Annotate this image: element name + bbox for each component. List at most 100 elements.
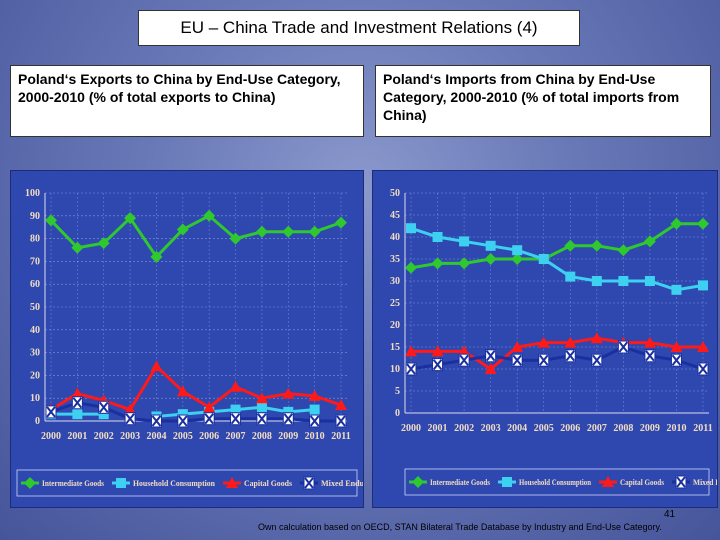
data-point: [230, 412, 242, 426]
data-point: [618, 276, 629, 286]
data-point: [432, 232, 443, 242]
data-point: [256, 412, 268, 426]
data-point: [335, 414, 347, 428]
series-intermediate-goods: [405, 217, 709, 274]
data-point: [98, 409, 109, 420]
x-tick-label: 2005: [173, 431, 193, 442]
x-tick-label: 2004: [146, 431, 166, 442]
data-point: [177, 409, 188, 420]
x-tick-label: 2006: [560, 423, 580, 434]
x-tick-label: 2003: [481, 423, 501, 434]
legend-label: Household Consumption: [519, 477, 591, 487]
data-point: [230, 404, 241, 415]
y-tick-label: 0: [395, 408, 400, 419]
data-point: [458, 353, 470, 367]
x-tick-label: 2001: [67, 431, 87, 442]
data-point: [564, 349, 576, 363]
data-point: [405, 345, 417, 357]
x-tick-label: 2003: [120, 431, 140, 442]
x-tick-label: 2007: [587, 423, 607, 434]
data-point: [670, 353, 682, 367]
data-point: [283, 406, 294, 417]
data-point: [45, 214, 57, 227]
series-household-consumption: [406, 223, 708, 295]
right-panel-title: Poland‘s Imports from China by End-Use C…: [375, 65, 711, 137]
data-point: [538, 254, 549, 264]
data-point: [617, 340, 629, 354]
data-point: [537, 336, 550, 348]
legend-box: [16, 469, 358, 497]
series-intermediate-goods: [45, 209, 347, 263]
legend-marker: [116, 478, 126, 488]
x-tick-label: 2007: [226, 431, 246, 442]
data-point: [644, 276, 655, 286]
data-point: [309, 404, 320, 415]
data-point: [71, 387, 84, 399]
x-tick-label: 2000: [401, 423, 421, 434]
series-line: [411, 336, 703, 371]
x-tick-label: 2002: [454, 423, 474, 434]
data-point: [203, 401, 216, 413]
legend-marker: [24, 477, 36, 489]
x-tick-label: 2008: [613, 423, 633, 434]
legend-marker: [412, 476, 424, 488]
x-tick-label: 2000: [41, 431, 61, 442]
x-tick-label: 2002: [94, 431, 114, 442]
y-tick-label: 15: [390, 342, 400, 353]
data-point: [484, 253, 497, 265]
data-point: [124, 412, 136, 426]
data-point: [511, 353, 523, 367]
legend-label: Mixed Enduse: [693, 477, 717, 487]
legend-label: Intermediate Goods: [42, 478, 105, 488]
data-point: [308, 389, 321, 401]
data-point: [282, 387, 295, 399]
y-tick-label: 35: [390, 254, 400, 265]
legend-marker: [602, 476, 614, 487]
data-point: [564, 239, 577, 252]
x-tick-label: 2009: [278, 431, 298, 442]
y-tick-label: 10: [390, 364, 400, 375]
x-tick-label: 2001: [428, 423, 448, 434]
imports-chart: 0 5 10 15 20 25 30 35 40 45 50 2000 2001 2002 2003 2004…: [372, 170, 718, 508]
data-point: [564, 336, 577, 348]
data-point: [309, 414, 321, 428]
data-point: [485, 349, 497, 363]
data-point: [176, 385, 189, 397]
data-point: [670, 341, 683, 352]
data-point: [485, 240, 496, 251]
data-point: [697, 362, 709, 376]
data-point: [431, 257, 444, 270]
left-panel-title: Poland‘s Exports to China by End-Use Cat…: [10, 65, 364, 137]
series-line: [410, 222, 703, 270]
y-tick-label: 100: [25, 188, 40, 199]
y-tick-label: 70: [30, 256, 40, 267]
x-tick-label: 2010: [305, 431, 325, 442]
data-point: [484, 363, 497, 374]
data-point: [255, 392, 268, 404]
data-point: [538, 353, 550, 367]
y-tick-label: 45: [390, 210, 400, 221]
data-point: [150, 414, 162, 428]
x-tick-label: 2008: [252, 431, 272, 442]
legend-label: Intermediate Goods: [430, 477, 491, 487]
data-point: [591, 276, 602, 286]
data-point: [150, 250, 163, 263]
data-point: [72, 409, 83, 420]
data-point: [150, 360, 163, 372]
data-point: [124, 403, 137, 415]
data-point: [590, 239, 603, 252]
y-tick-label: 0: [35, 416, 40, 427]
legend-marker: [675, 475, 687, 489]
data-point: [229, 380, 242, 392]
x-tick-label: 2011: [693, 423, 712, 434]
plot-area: [404, 192, 709, 414]
data-point: [282, 412, 294, 426]
data-point: [671, 284, 682, 295]
data-point: [282, 225, 295, 238]
data-point: [335, 216, 347, 229]
legend-marker: [226, 477, 238, 488]
slide-title: EU – China Trade and Investment Relation…: [138, 10, 580, 46]
data-point: [203, 412, 215, 426]
x-tick-label: 2005: [534, 423, 554, 434]
y-tick-label: 25: [390, 298, 400, 309]
